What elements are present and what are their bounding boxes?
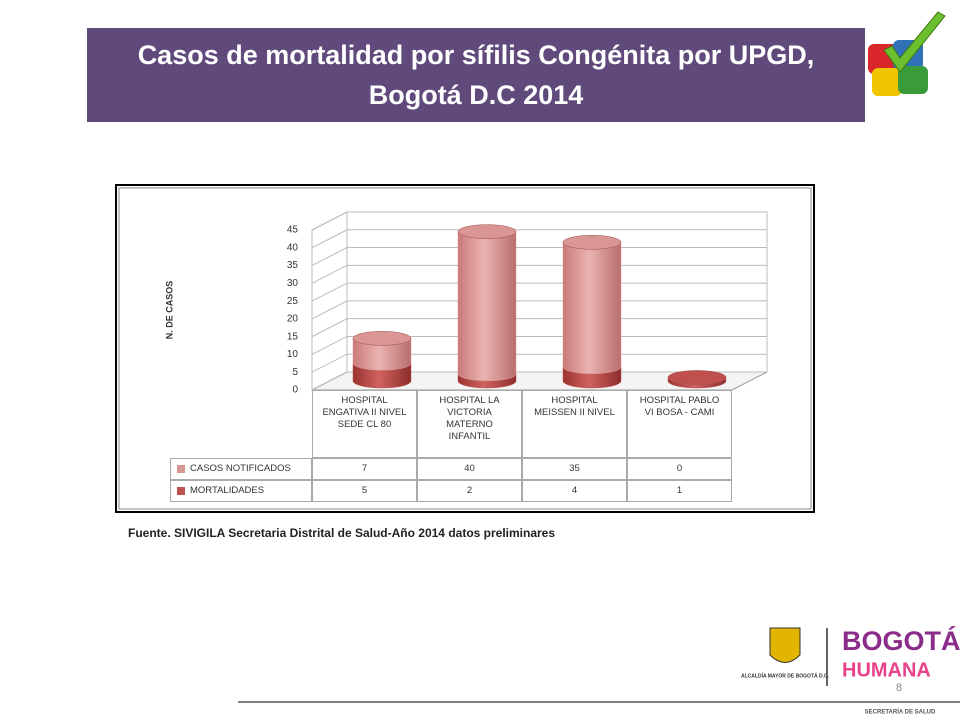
grid-line xyxy=(311,229,767,249)
table-value: 4 xyxy=(522,480,627,502)
grid-line xyxy=(311,282,767,302)
grid-line xyxy=(311,353,767,373)
table-value: 40 xyxy=(417,458,522,480)
legend-entry: MORTALIDADES xyxy=(170,480,312,502)
slide-title: Casos de mortalidad por sífilis Congénit… xyxy=(87,28,865,122)
cylinder-segment xyxy=(457,231,517,382)
category-label: HOSPITAL MEISSEN II NIVEL xyxy=(522,390,627,458)
table-value: 35 xyxy=(522,458,627,480)
y-tick-label: 35 xyxy=(287,260,299,271)
y-tick-label: 0 xyxy=(292,385,298,396)
table-value: 1 xyxy=(627,480,732,502)
brand-bottom: HUMANA xyxy=(842,659,931,681)
cylinder-cap xyxy=(562,235,622,250)
cylinder-cap xyxy=(667,370,727,385)
legend-swatch xyxy=(177,487,185,495)
y-tick-label: 40 xyxy=(287,242,299,253)
grid-line xyxy=(311,247,767,267)
grid-line xyxy=(311,318,767,338)
category-label: HOSPITAL PABLO VI BOSA - CAMI xyxy=(627,390,732,458)
legend-label: CASOS NOTIFICADOS xyxy=(190,463,291,474)
footer-logos: ALCALDÍA MAYOR DE BOGOTÁ D.C. BOGOTÁ HUM… xyxy=(238,625,960,716)
category-label: HOSPITAL LA VICTORIA MATERNO INFANTIL xyxy=(417,390,522,458)
grid-line xyxy=(311,300,767,320)
table-value: 0 xyxy=(627,458,732,480)
cylinder-cap xyxy=(457,224,517,239)
table-value: 5 xyxy=(312,480,417,502)
y-tick-label: 20 xyxy=(287,314,299,325)
chart-frame xyxy=(115,184,815,513)
y-tick-label: 25 xyxy=(287,296,299,307)
table-value: 2 xyxy=(417,480,522,502)
page-number: 8 xyxy=(896,682,902,694)
y-tick-label: 10 xyxy=(287,349,299,360)
table-value: 7 xyxy=(312,458,417,480)
legend-entry: CASOS NOTIFICADOS xyxy=(170,458,312,480)
grid-line xyxy=(311,371,767,391)
source-note: Fuente. SIVIGILA Secretaria Distrital de… xyxy=(128,526,556,540)
y-tick-label: 5 xyxy=(292,367,298,378)
y-tick-label: 30 xyxy=(287,278,299,289)
y-tick-label: 45 xyxy=(287,225,299,236)
cylinder-segment xyxy=(562,242,622,375)
secretaria-text: SECRETARÍA DE SALUD xyxy=(865,708,936,716)
y-axis-label: N. DE CASOS xyxy=(164,281,174,340)
legend-label: MORTALIDADES xyxy=(190,485,265,496)
alcaldia-text: ALCALDÍA MAYOR DE BOGOTÁ D.C. xyxy=(741,671,830,679)
grid-line xyxy=(311,264,767,284)
legend-swatch xyxy=(177,465,185,473)
cylinder-cap xyxy=(352,331,412,346)
puzzle-icon xyxy=(868,11,946,96)
grid-line xyxy=(311,335,767,355)
brand-top: BOGOTÁ xyxy=(842,625,960,656)
grid-line xyxy=(311,211,767,231)
y-tick-label: 15 xyxy=(287,331,299,342)
chart-inner-frame xyxy=(118,187,812,510)
table-corner xyxy=(170,390,312,458)
category-label: HOSPITAL ENGATIVA II NIVEL SEDE CL 80 xyxy=(312,390,417,458)
